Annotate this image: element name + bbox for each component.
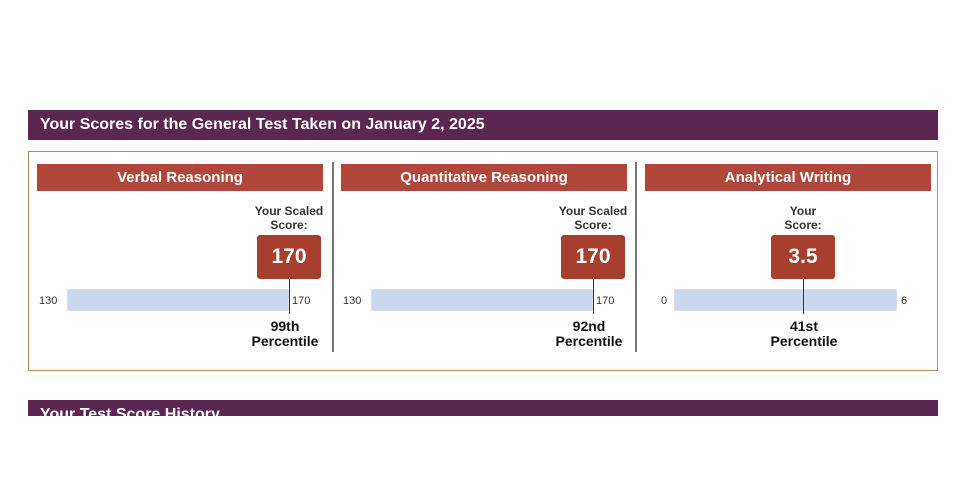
scores-title: Your Scores for the General Test Taken o… (40, 116, 485, 133)
percentile: 99th Percentile (251, 318, 319, 349)
section-quantitative-reasoning: Quantitative Reasoning Your Scaled Score… (333, 152, 635, 370)
scale-max: 170 (596, 295, 615, 307)
scaled-score: 3.5 (771, 235, 835, 279)
history-title: Your Test Score History (40, 406, 220, 416)
section-divider (332, 162, 334, 352)
section-title: Quantitative Reasoning (341, 164, 627, 191)
section-title: Verbal Reasoning (37, 164, 323, 191)
score-bar (371, 289, 593, 311)
scale-min: 130 (39, 295, 58, 307)
section-title: Analytical Writing (645, 164, 931, 191)
scale-max: 170 (292, 295, 311, 307)
section-analytical-writing: Analytical Writing Your Score: 3.5 0 6 4… (637, 152, 939, 370)
score-marker (803, 279, 804, 314)
percentile: 92nd Percentile (555, 318, 623, 349)
score-marker (593, 279, 594, 314)
score-bar (67, 289, 289, 311)
score-label: Your Scaled Score: (558, 204, 628, 232)
scaled-score: 170 (561, 235, 625, 279)
scores-banner: Your Scores for the General Test Taken o… (28, 110, 938, 140)
score-label: Your Scaled Score: (254, 204, 324, 232)
score-bar (674, 289, 897, 311)
scale-min: 0 (661, 295, 668, 307)
score-label: Your Score: (784, 204, 822, 232)
scores-panel: Verbal Reasoning Your Scaled Score: 170 … (28, 151, 938, 371)
percentile: 41st Percentile (770, 318, 838, 349)
score-marker (289, 279, 290, 314)
scaled-score: 170 (257, 235, 321, 279)
section-divider (635, 162, 637, 352)
history-banner: Your Test Score History (28, 400, 938, 416)
scale-max: 6 (901, 295, 908, 307)
section-verbal-reasoning: Verbal Reasoning Your Scaled Score: 170 … (29, 152, 331, 370)
scale-min: 130 (343, 295, 362, 307)
